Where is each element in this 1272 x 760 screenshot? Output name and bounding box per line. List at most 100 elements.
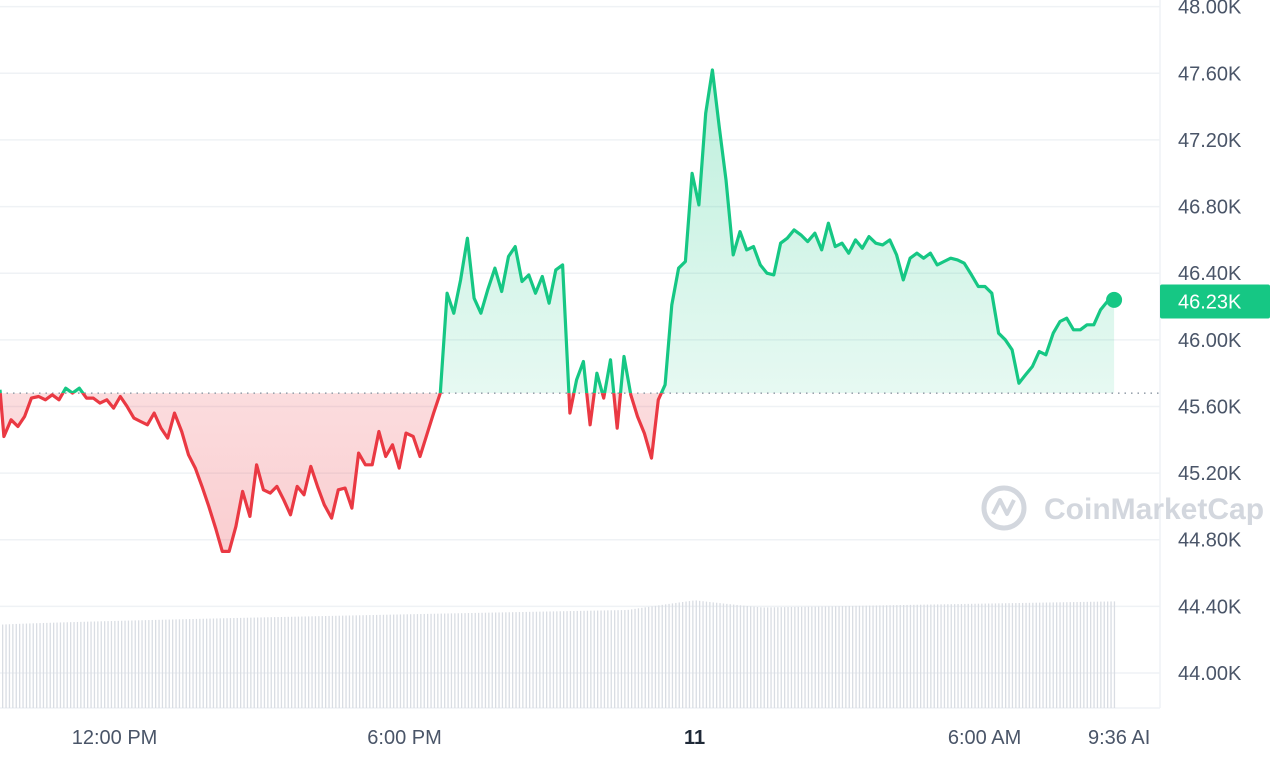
volume-bar (512, 612, 514, 708)
volume-bar (1100, 601, 1102, 708)
volume-bar (746, 605, 748, 708)
volume-bar (5, 624, 7, 708)
volume-bar (977, 603, 980, 708)
y-tick-label: 44.40K (1178, 596, 1242, 618)
volume-bar (1110, 601, 1112, 708)
volume-bar (648, 606, 650, 708)
volume-bar (926, 604, 929, 708)
volume-bar (471, 612, 473, 708)
y-tick-label: 45.20K (1178, 463, 1242, 485)
y-tick-label: 44.80K (1178, 530, 1242, 552)
current-price-badge: 46.23K (1160, 284, 1270, 319)
volume-bar (743, 605, 745, 708)
volume-bar (841, 606, 844, 708)
volume-bar (705, 601, 708, 708)
volume-bar (886, 605, 888, 708)
volume-bar (1079, 601, 1082, 708)
volume-bar (1062, 602, 1065, 708)
volume-bar (1083, 601, 1085, 708)
volume-bar (294, 616, 296, 708)
volume-bar (991, 603, 993, 708)
volume-bar (158, 619, 160, 708)
x-tick-label: 6:00 AM (948, 727, 1021, 749)
volume-bar (716, 602, 718, 708)
volume-bar (352, 615, 354, 708)
volume-bar (573, 611, 575, 708)
volume-bar (236, 617, 238, 708)
volume-bar (913, 604, 915, 708)
volume-bar (49, 622, 51, 708)
volume-bar (556, 611, 558, 708)
price-line-down (0, 393, 664, 553)
volume-bar (104, 621, 106, 708)
y-tick-label: 46.80K (1178, 197, 1242, 219)
volume-bar (73, 622, 75, 708)
volume-bar (709, 601, 711, 708)
volume-bar (665, 604, 667, 708)
volume-bar (1045, 602, 1048, 708)
volume-bar (189, 619, 191, 708)
volume-bar (603, 610, 606, 708)
volume-bar (899, 605, 901, 708)
volume-bar (202, 618, 204, 708)
volume-bar (2, 624, 4, 708)
volume-bar (722, 603, 725, 708)
volume-bar (321, 616, 323, 708)
volume-bar (318, 616, 320, 708)
volume-bar (76, 621, 79, 708)
volume-bar (488, 612, 490, 708)
volume-bar (1052, 602, 1054, 708)
volume-bar (83, 621, 85, 708)
coinmarketcap-logo-icon (981, 485, 1027, 531)
volume-bar (552, 611, 555, 708)
volume-bar (1022, 602, 1024, 708)
volume-bar (379, 614, 381, 708)
volume-bar (505, 612, 507, 708)
volume-bar (444, 613, 446, 708)
volume-bar (467, 613, 470, 708)
volume-bar (981, 603, 983, 708)
x-axis: 12:00 PM 6:00 PM 11 6:00 AM 9:36 AI (72, 727, 1151, 749)
volume-bar (824, 606, 827, 708)
volume-bar (328, 615, 330, 708)
volume-bar (117, 620, 119, 708)
volume-bar (155, 619, 157, 708)
volume-bar (971, 603, 973, 708)
volume-bar (233, 618, 235, 708)
volume-bar (811, 606, 813, 708)
x-tick-label: 12:00 PM (72, 727, 158, 749)
volume-bar (950, 604, 952, 708)
volume-bar (253, 617, 255, 708)
volume-bar (474, 612, 476, 708)
volume-bar (1113, 601, 1116, 708)
volume-bar (852, 605, 854, 708)
volume-bar (671, 603, 674, 708)
volume-bar (685, 601, 687, 708)
volume-bar (1096, 601, 1099, 708)
volume-bar (682, 601, 684, 708)
volume-bar (916, 604, 918, 708)
volume-bar (549, 611, 551, 708)
volume-bar (1056, 602, 1058, 708)
y-tick-label: 47.20K (1178, 130, 1242, 152)
volume-bar (695, 600, 697, 708)
volume-bar (1011, 603, 1014, 708)
volume-bar (70, 622, 72, 708)
volume-bar (879, 605, 881, 708)
volume-bar (107, 621, 109, 708)
volume-bar (8, 624, 11, 708)
volume-bar (148, 620, 150, 708)
volume-bar (369, 615, 371, 708)
volume-bar (15, 623, 17, 708)
volume-bar (529, 611, 531, 708)
volume-bar (1028, 602, 1031, 708)
volume-bar (461, 613, 463, 708)
volume-bar (964, 603, 966, 708)
volume-bar (994, 603, 997, 708)
volume-bar (1005, 603, 1007, 708)
volume-bar (1015, 603, 1017, 708)
volume-bar (93, 621, 96, 708)
volume-bar (770, 607, 772, 708)
volume-bar (433, 613, 436, 708)
volume-bar (831, 606, 833, 708)
